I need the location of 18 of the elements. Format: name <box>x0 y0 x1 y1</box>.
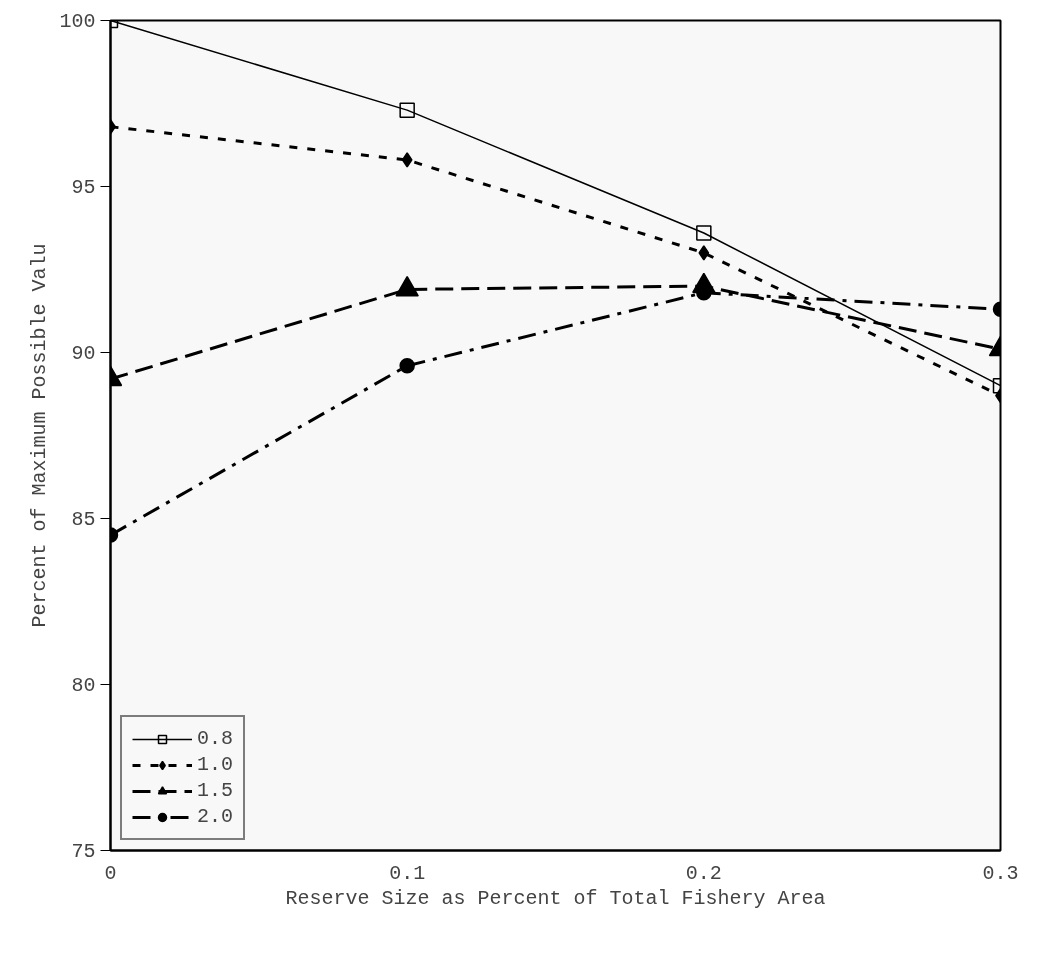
x-axis-title: Reserve Size as Percent of Total Fishery Area <box>285 886 826 910</box>
y-tick-label: 85 <box>71 508 96 531</box>
legend-label: 1.5 <box>197 779 234 802</box>
legend-label: 1.0 <box>197 753 234 776</box>
point <box>399 102 415 118</box>
y-tick-label: 90 <box>71 342 96 365</box>
x-tick-label: 0.3 <box>982 861 1019 885</box>
x-tick-label: 0.2 <box>685 861 722 885</box>
y-tick-label: 100 <box>59 10 96 33</box>
y-axis-title: Percent of Maximum Possible Valu <box>28 243 52 628</box>
legend-label: 0.8 <box>197 727 234 750</box>
y-tick-label: 75 <box>71 840 96 863</box>
legend-label: 2.0 <box>197 805 234 828</box>
x-tick-label: 0.1 <box>389 861 426 885</box>
point <box>696 225 712 241</box>
y-tick-label: 95 <box>71 176 96 199</box>
y-tick-label: 80 <box>71 674 96 697</box>
x-tick-label: 0 <box>104 861 117 885</box>
